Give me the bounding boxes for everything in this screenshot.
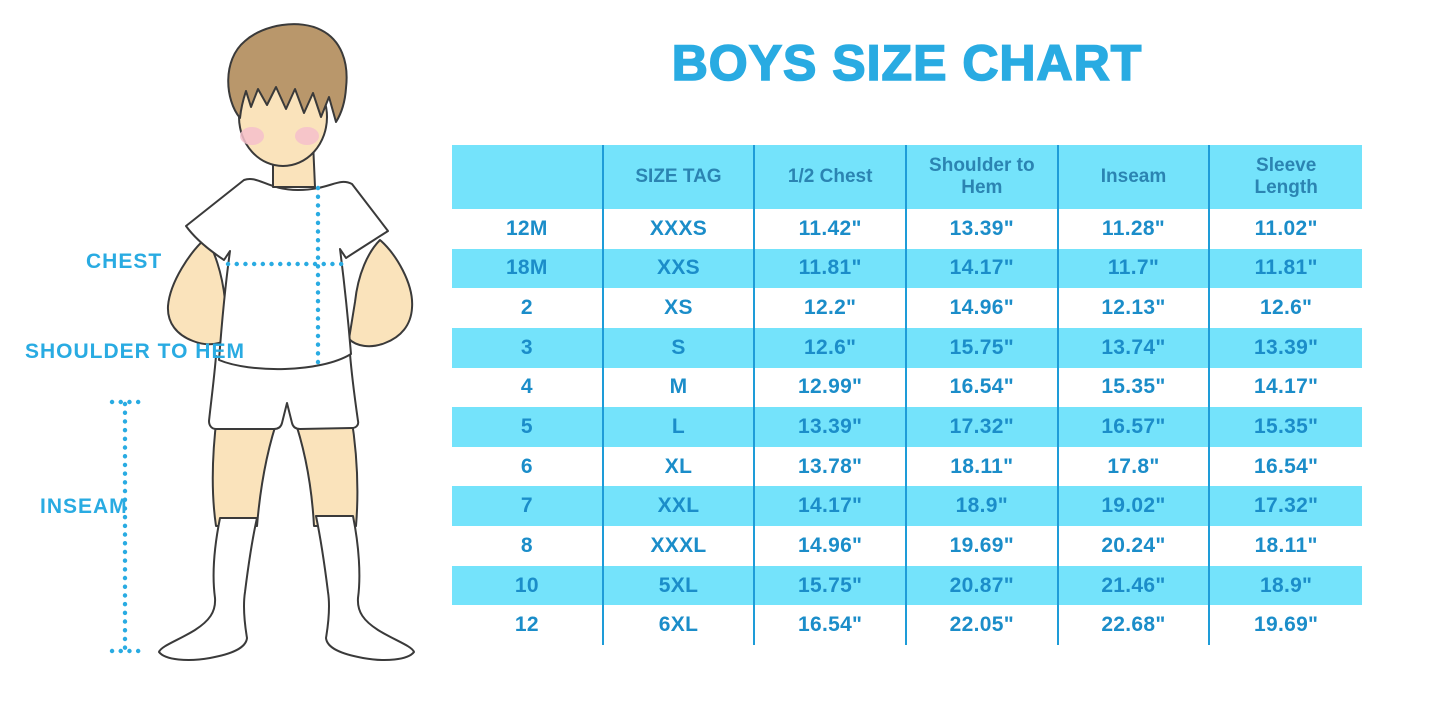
arms: [166, 237, 414, 348]
column-header: 1/2 Chest: [755, 145, 907, 209]
table-cell: 10: [452, 565, 604, 606]
table-cell: XS: [604, 288, 756, 328]
legs: [211, 414, 359, 527]
table-cell: 4: [452, 367, 604, 408]
table-cell: 14.17": [907, 248, 1059, 289]
table-cell: 13.78": [755, 446, 907, 487]
column-header: SIZE TAG: [603, 145, 756, 209]
table-cell: 16.54": [755, 605, 907, 645]
table-cell: 12M: [452, 209, 604, 249]
table-cell: 13.39": [1210, 327, 1362, 368]
blush-right: [295, 127, 319, 145]
t-shirt: [185, 177, 389, 371]
table-cell: 15.35": [1059, 367, 1211, 408]
table-cell: 16.54": [1254, 454, 1319, 478]
table-cell: 20.87": [907, 565, 1059, 606]
table-cell: 12.6": [1259, 296, 1313, 320]
table-cell: 18.9": [907, 486, 1059, 527]
table-cell: 18.11": [1254, 533, 1318, 557]
table-cell: 11.28": [1059, 209, 1211, 249]
table-cell: M: [604, 367, 756, 408]
table-cell: 15.75": [907, 327, 1059, 368]
table-cell: 21.46": [1058, 565, 1211, 606]
table-cell: 11.7": [1058, 248, 1211, 289]
table-cell: 11.42": [755, 209, 907, 249]
table-cell: 12.6": [755, 327, 907, 368]
table-cell: 13.74": [1058, 327, 1211, 368]
boy-measurement-illustration: [109, 23, 415, 661]
table-cell: 18.11": [907, 446, 1059, 487]
table-cell: 11.81": [755, 248, 907, 289]
table-cell: 12.13": [1059, 288, 1211, 328]
table-cell: 5: [452, 407, 604, 447]
table-cell: 19.02": [1058, 486, 1211, 527]
inseam-label: INSEAM: [40, 495, 128, 518]
table-cell: S: [603, 327, 756, 368]
table-cell: XL: [604, 446, 756, 487]
column-header: [452, 145, 604, 209]
table-cell: 13.39": [755, 407, 907, 447]
socks: [158, 515, 415, 661]
table-cell: 8: [452, 526, 604, 566]
table-cell: 6XL: [604, 605, 756, 645]
table-cell: 18M: [452, 248, 604, 289]
chest-label: CHEST: [86, 250, 163, 273]
table-cell: 16.57": [1058, 407, 1211, 447]
table-cell: XXL: [603, 486, 756, 527]
table-cell: 22.05": [907, 605, 1059, 645]
blush-left: [240, 127, 264, 145]
table-cell: 22.68": [1059, 605, 1211, 645]
table-cell: 7: [452, 486, 604, 527]
page-title: BOYS SIZE CHART: [671, 34, 1143, 92]
table-cell: 11.02": [1254, 216, 1318, 240]
table-cell: XXXS: [604, 209, 756, 249]
table-cell: 13.39": [907, 209, 1059, 249]
table-cell: 3: [452, 327, 604, 368]
table-cell: 12.2": [755, 288, 907, 328]
table-cell: 19.69": [907, 526, 1059, 566]
head: [227, 23, 348, 188]
table-cell: 11.81": [1210, 248, 1362, 289]
table-cell: 14.17": [755, 486, 907, 527]
table-cell: 18.9": [1210, 565, 1362, 606]
table-cell: 14.96": [907, 288, 1059, 328]
column-header: Inseam: [1058, 145, 1211, 209]
table-cell: 15.75": [755, 565, 907, 606]
table-cell: L: [603, 407, 756, 447]
size-table: SIZE TAG 1/2 Chest Shoulder to Hem Inseam Sl…: [452, 145, 1362, 645]
table-cell: 19.69": [1254, 613, 1319, 637]
table-cell: 5XL: [603, 565, 756, 606]
table-cell: 14.17": [1254, 375, 1319, 399]
hair: [227, 23, 348, 123]
measurement-guides: [109, 185, 348, 654]
table-cell: 6: [452, 446, 604, 487]
table-cell: XXXL: [604, 526, 756, 566]
table-cell: 12.99": [755, 367, 907, 408]
table-cell: 17.32": [907, 407, 1059, 447]
table-cell: 20.24": [1059, 526, 1211, 566]
table-cell: 17.32": [1210, 486, 1362, 527]
shoulder-to-hem-label: SHOULDER TO HEM: [25, 340, 245, 363]
table-cell: 12: [452, 605, 604, 645]
table-cell: 14.96": [755, 526, 907, 566]
table-cell: 2: [452, 288, 604, 328]
table-cell: XXS: [603, 248, 756, 289]
table-cell: 17.8": [1059, 446, 1211, 487]
column-header: Sleeve Length: [1210, 145, 1362, 209]
table-cell: 15.35": [1210, 407, 1362, 447]
column-header: Shoulder to Hem: [907, 145, 1059, 209]
table-cell: 16.54": [907, 367, 1059, 408]
